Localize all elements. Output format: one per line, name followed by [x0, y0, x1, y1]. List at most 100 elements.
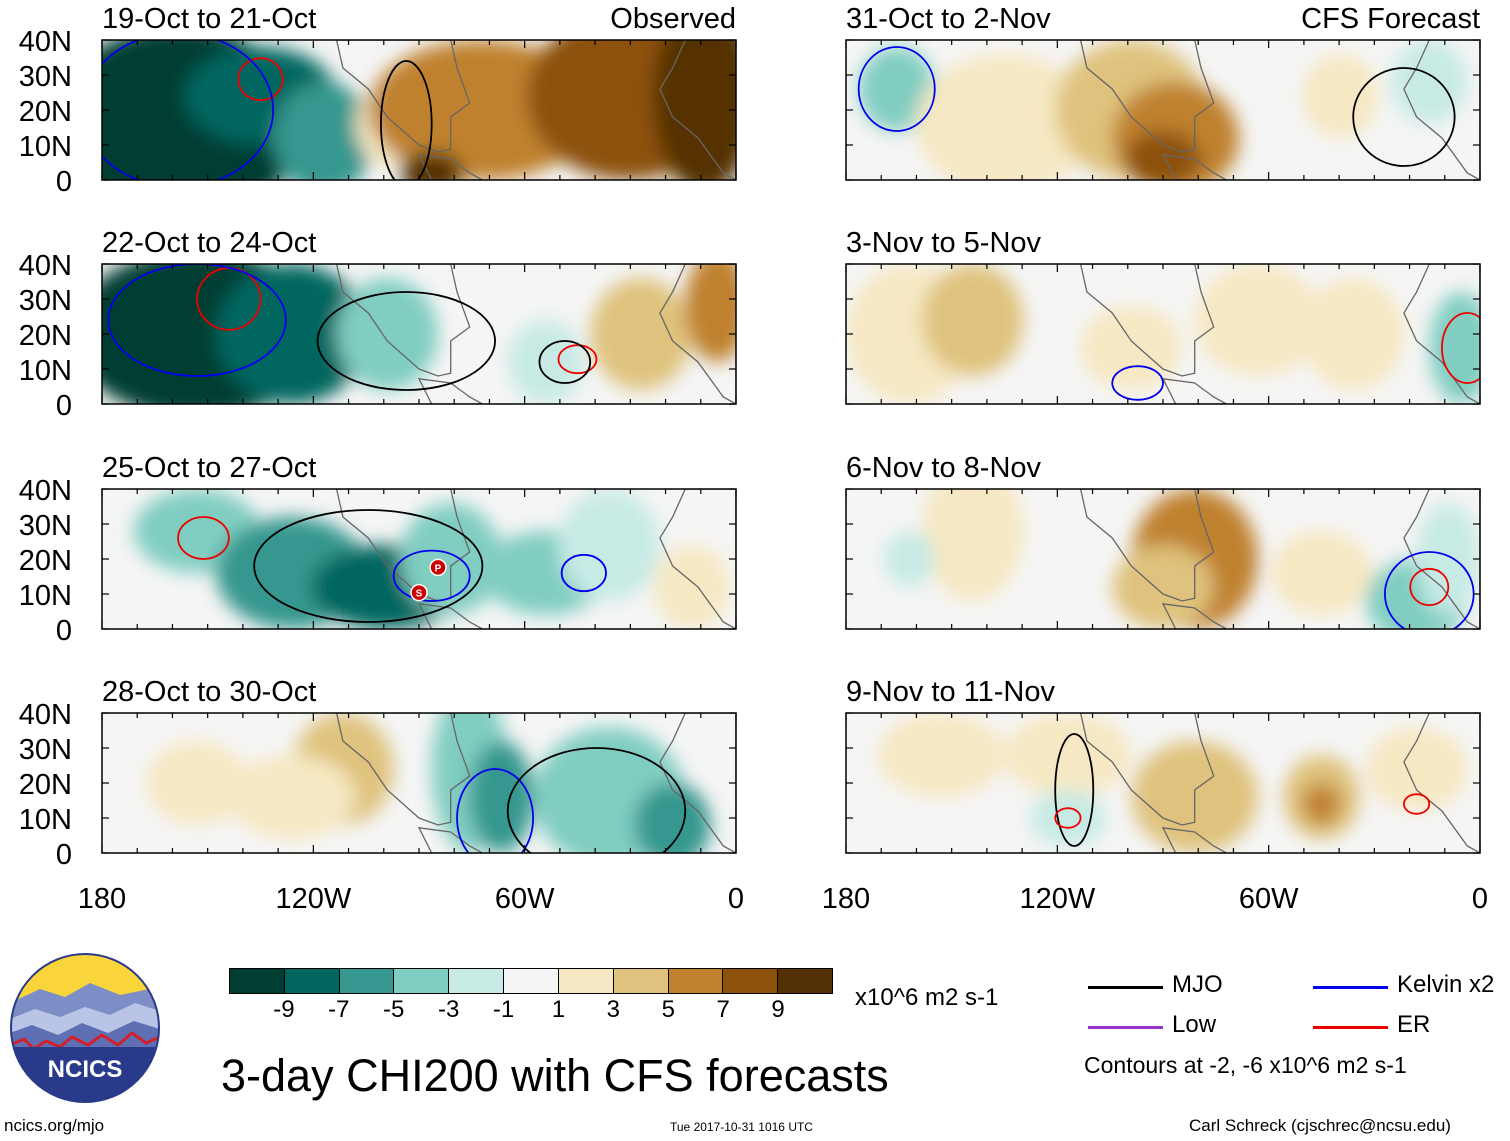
anomaly-region [1194, 264, 1322, 376]
forecast-label: CFS Forecast [1301, 3, 1480, 35]
coastline [1079, 40, 1215, 153]
colorbar-swatch [449, 969, 505, 993]
footer-timestamp: Tue 2017-10-31 1016 UTC [670, 1120, 813, 1134]
contour-line [107, 264, 287, 377]
anomaly-region [1391, 40, 1468, 124]
anomaly-region [877, 713, 1005, 797]
legend-label-2: Low [1172, 1011, 1217, 1038]
panel-title-left-1: 22-Oct to 24-Oct [102, 227, 317, 259]
coastline [659, 264, 736, 404]
anomaly-region [1270, 531, 1373, 615]
anomaly-region [1029, 790, 1106, 846]
map-panel-right-3 [845, 712, 1481, 854]
contour-line [1441, 312, 1480, 384]
anomaly-region [1429, 292, 1480, 404]
contour-line [237, 57, 284, 102]
legend-swatch-2 [1088, 1026, 1163, 1029]
legend-swatch-1 [1313, 986, 1388, 989]
contour-line [1352, 67, 1456, 167]
contour-line [1403, 793, 1431, 815]
contour-line [1409, 567, 1450, 607]
legend-swatch-3 [1313, 1026, 1388, 1029]
colorbar-label: 7 [716, 996, 730, 1023]
lat-label: 0 [56, 839, 72, 871]
lat-label: 0 [56, 390, 72, 422]
colorbar-label: 3 [606, 996, 621, 1023]
storm-marker [429, 558, 447, 577]
map-panel-right-2 [845, 488, 1481, 630]
lon-label: 60W [495, 883, 555, 915]
anomaly-region [1416, 503, 1480, 615]
panel-title-right-2: 6-Nov to 8-Nov [846, 452, 1042, 484]
contour-line [560, 553, 607, 593]
anomaly-region [685, 264, 736, 362]
anomaly-region [653, 545, 730, 629]
colorbar-label: -3 [437, 996, 460, 1023]
anomaly-region [1302, 783, 1341, 825]
colorbar-swatch [284, 969, 340, 993]
lon-label: 180 [822, 883, 870, 915]
anomaly-region [634, 783, 711, 853]
anomaly-region [469, 741, 534, 853]
contour-line [1054, 733, 1095, 847]
panel-title-right-3: 9-Nov to 11-Nov [846, 676, 1055, 708]
anomaly-region [399, 152, 464, 180]
colorbar-swatch [668, 969, 724, 993]
lat-label: 30N [19, 285, 72, 317]
lat-label: 0 [56, 166, 72, 198]
colorbar-swatch [778, 969, 832, 993]
lat-label: 30N [19, 61, 72, 93]
lat-label: 40N [19, 699, 72, 731]
contour-line [1054, 807, 1082, 829]
observed-label: Observed [610, 3, 736, 35]
coastline [335, 264, 471, 377]
footer-url[interactable]: ncics.org/mjo [4, 1116, 105, 1135]
anomaly-region [1365, 727, 1468, 811]
coastline [1079, 264, 1215, 377]
colorbar-label: 1 [551, 996, 566, 1023]
anomaly-region [1302, 278, 1404, 390]
anomaly-region [590, 278, 692, 390]
coastline [659, 489, 736, 629]
coastline [1403, 264, 1480, 404]
footer-credit: Carl Schreck (cjschrec@ncsu.edu) [1189, 1116, 1451, 1135]
colorbar-swatch [339, 969, 395, 993]
coastline [417, 377, 483, 404]
lat-label: 30N [19, 734, 72, 766]
anomaly-region [1302, 54, 1379, 138]
anomaly-region [922, 264, 1024, 376]
lat-label: 10N [19, 804, 72, 836]
colorbar-label: -7 [328, 996, 350, 1023]
contour-line [1111, 365, 1164, 401]
colorbar-label: -5 [383, 996, 405, 1023]
contour-line [253, 509, 484, 623]
colorbar-label: 5 [661, 996, 675, 1023]
lon-label: 120W [1019, 883, 1095, 915]
panel-title-left-3: 28-Oct to 30-Oct [102, 676, 317, 708]
map-panel-right-1 [845, 263, 1481, 405]
colorbar-swatch [230, 969, 285, 993]
coastline [1403, 40, 1480, 180]
figure-title: 3-day CHI200 with CFS forecasts [221, 1050, 889, 1101]
coastline [1403, 489, 1480, 629]
colorbar-swatch [558, 969, 614, 993]
lat-label: 20N [19, 545, 72, 577]
anomaly-region [228, 755, 356, 839]
colorbar-swatch [504, 969, 559, 993]
contour-line [456, 768, 535, 853]
legend-label-0: MJO [1172, 971, 1223, 998]
map-figure: 40N30N20N10N040N30N20N10N040N30N20N10N0P… [19, 26, 1488, 915]
lon-label: 120W [275, 883, 351, 915]
colorbar [229, 968, 833, 994]
coastline [1161, 153, 1227, 180]
anomaly-region [558, 489, 660, 601]
lat-label: 40N [19, 250, 72, 282]
lon-label: 0 [1472, 883, 1488, 915]
coastline [659, 40, 736, 180]
coastline [1079, 489, 1215, 602]
contour-line [316, 291, 496, 391]
lat-label: 40N [19, 26, 72, 58]
